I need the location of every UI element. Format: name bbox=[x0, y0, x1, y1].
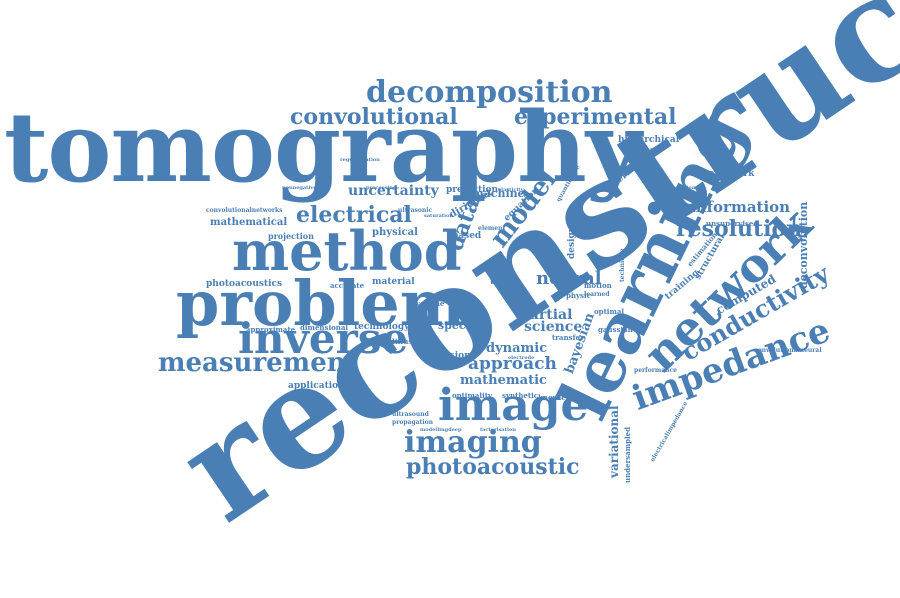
word-factorisation: factorisation bbox=[480, 427, 516, 433]
word-convolutional: convolutional bbox=[290, 104, 458, 130]
word-nonnegative: nonnegative bbox=[282, 185, 317, 191]
word-projection: projection bbox=[268, 231, 314, 241]
word-approach: approach bbox=[468, 354, 557, 374]
word-accurate: accurate bbox=[330, 281, 365, 290]
word-photoacoustic: photoacoustic bbox=[406, 454, 580, 480]
word-neural: neural bbox=[536, 268, 602, 289]
word-dynamic: dynamic bbox=[486, 341, 548, 356]
word-convolutionalneural: convolutionalneural bbox=[754, 347, 822, 354]
word-deconvolution: deconvolution bbox=[797, 201, 810, 289]
word-material: material bbox=[372, 277, 415, 287]
word-convolutionalnetworks: convolutionalnetworks bbox=[206, 207, 283, 214]
word-measurement: measurement bbox=[158, 348, 358, 378]
word-hierarchical: hierarchical bbox=[618, 135, 680, 145]
word-physic: physic bbox=[566, 291, 591, 300]
word-application: application bbox=[288, 381, 345, 391]
word-mathematic: mathematic bbox=[460, 373, 547, 388]
word-electrical: electrical bbox=[296, 202, 412, 228]
word-based: based bbox=[452, 231, 482, 241]
word-ultrasonic: ultrasonic bbox=[398, 207, 433, 214]
word-volume: volume bbox=[416, 299, 445, 308]
word-design: design bbox=[567, 225, 577, 259]
word-processing: processing bbox=[366, 185, 397, 191]
word-science: science bbox=[524, 319, 583, 335]
word-variational: variational bbox=[607, 405, 621, 478]
word-performance: performance bbox=[634, 367, 677, 374]
word-ultrasound: ultrasound bbox=[392, 411, 429, 418]
word-knowledge: knowledge bbox=[538, 393, 580, 402]
word-partial: partial bbox=[520, 307, 573, 323]
word-dimensional: dimensional bbox=[300, 323, 349, 332]
word-propagation: propagation bbox=[392, 419, 433, 426]
word-quantification: quantification bbox=[622, 147, 662, 153]
word-electrode: electrode bbox=[508, 355, 535, 361]
word-resolution: resolution bbox=[676, 216, 803, 242]
word-undersampled: undersampled bbox=[623, 427, 632, 483]
word-technology: technology bbox=[354, 322, 410, 332]
word-mathematical: mathematical bbox=[210, 217, 288, 228]
word-element: element bbox=[478, 225, 506, 232]
word-uncertainty: uncertainty bbox=[348, 183, 439, 199]
word-transfer: transfer bbox=[552, 333, 584, 342]
word-tomography: tomography bbox=[4, 91, 642, 204]
word-elasticity: elasticity bbox=[498, 187, 524, 193]
word-real: real bbox=[492, 267, 508, 276]
word-unsupervised: unsupervised bbox=[706, 219, 759, 228]
word-physical: physical bbox=[372, 227, 418, 238]
word-inversion: inversion bbox=[424, 351, 471, 361]
word-optimal: optimal bbox=[594, 307, 625, 316]
word-learned: learned bbox=[584, 291, 610, 298]
word-beam: beam bbox=[450, 297, 472, 306]
word-motion: motion bbox=[584, 281, 612, 290]
word-whole: whole bbox=[464, 313, 481, 319]
word-problem: problem bbox=[176, 267, 466, 340]
word-optimisation: optimisation bbox=[660, 185, 696, 191]
word-technique: technique bbox=[619, 248, 626, 282]
word-framework: framework bbox=[700, 169, 755, 179]
word-decomposition: decomposition bbox=[366, 75, 613, 110]
word-synthetic: synthetic bbox=[502, 391, 539, 400]
word-machine: machine bbox=[472, 187, 525, 200]
word-prediction: prediction bbox=[446, 185, 499, 195]
word-time: time bbox=[490, 277, 513, 287]
word-optimality: optimality bbox=[452, 391, 493, 400]
word-image: image bbox=[438, 380, 589, 431]
word-photoacoustics: photoacoustics bbox=[206, 279, 283, 289]
word-gaussian: gaussian bbox=[598, 325, 633, 334]
word-modellingdeep: modellingdeep bbox=[420, 427, 462, 433]
word-approximate: approximate bbox=[246, 325, 296, 334]
word-information: information bbox=[690, 198, 791, 216]
word-method: method bbox=[232, 219, 462, 283]
word-inverse: inverse bbox=[238, 314, 409, 363]
word-spectral: spectral bbox=[438, 319, 488, 332]
word-imaging: imaging bbox=[404, 425, 542, 460]
word-diffusion: diffusion bbox=[390, 337, 425, 346]
word-saturation: saturation bbox=[424, 213, 454, 219]
word-regularisation: regularisation bbox=[340, 157, 380, 163]
word-experimental: experimental bbox=[514, 104, 677, 130]
